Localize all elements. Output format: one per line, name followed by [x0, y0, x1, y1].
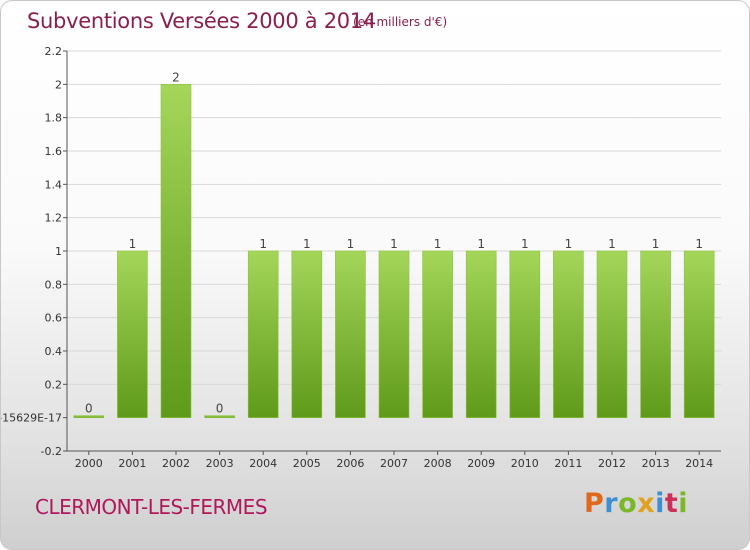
- y-tick-label: 1.6: [45, 145, 63, 158]
- chart-title: Subventions Versées 2000 à 2014: [27, 9, 376, 33]
- y-tick-label: 1.4: [45, 178, 63, 191]
- bar: [640, 250, 671, 418]
- logo-letter: i: [678, 488, 689, 519]
- bar: [683, 250, 715, 418]
- bar: [160, 84, 192, 418]
- proxiti-logo: Proxiti: [584, 488, 688, 519]
- data-label: 2: [172, 70, 180, 84]
- x-tick-label: 2001: [118, 457, 146, 470]
- data-label: 1: [347, 237, 355, 251]
- y-tick-label: 2: [55, 78, 62, 91]
- bar: [465, 250, 497, 418]
- commune-name: CLERMONT-LES-FERMES: [35, 495, 268, 519]
- y-tick-label: 0.2: [45, 378, 63, 391]
- logo-letter: o: [618, 488, 638, 519]
- logo-letter: t: [664, 488, 679, 519]
- y-tick-label: 2.2: [45, 45, 63, 58]
- bar: [291, 250, 323, 418]
- bar: [73, 415, 105, 418]
- data-label: 1: [259, 237, 267, 251]
- bar: [247, 250, 279, 418]
- bar: [553, 250, 584, 418]
- x-tick-label: 2009: [467, 457, 495, 470]
- x-tick-label: 2003: [206, 457, 234, 470]
- bar: [204, 415, 235, 418]
- chart-unit-note: (en milliers d'€): [353, 15, 448, 29]
- data-label: 1: [521, 237, 529, 251]
- x-tick-label: 2012: [598, 457, 626, 470]
- x-tick-label: 2005: [293, 457, 321, 470]
- data-label: 1: [390, 237, 398, 251]
- data-label: 0: [216, 402, 224, 416]
- x-tick-label: 2014: [685, 457, 713, 470]
- x-tick-label: 2006: [336, 457, 364, 470]
- y-tick-label: 1: [55, 245, 62, 258]
- y-tick-label: -15629E-17: [1, 412, 62, 425]
- data-label: 1: [303, 237, 311, 251]
- x-tick-label: 2013: [642, 457, 670, 470]
- logo-letter: x: [637, 488, 656, 519]
- bar: [117, 250, 148, 418]
- y-tick-label: 1.8: [45, 112, 63, 125]
- data-label: 1: [477, 237, 485, 251]
- data-label: 1: [129, 237, 137, 251]
- data-label: 1: [652, 237, 660, 251]
- y-tick-label: -0.2: [41, 445, 62, 458]
- x-tick-label: 2002: [162, 457, 190, 470]
- y-tick-label: 0.4: [45, 345, 63, 358]
- x-tick-label: 2011: [554, 457, 582, 470]
- data-label: 1: [565, 237, 573, 251]
- y-tick-label: 0.8: [45, 278, 63, 291]
- y-tick-label: 1.2: [45, 212, 63, 225]
- data-label: 1: [434, 237, 442, 251]
- x-tick-label: 2008: [424, 457, 452, 470]
- x-tick-label: 2004: [249, 457, 277, 470]
- logo-letter: r: [604, 488, 619, 519]
- logo-letter: P: [584, 488, 605, 519]
- data-label: 1: [608, 237, 616, 251]
- bar: [596, 250, 628, 418]
- data-label: 1: [695, 237, 703, 251]
- y-tick-label: 0.6: [45, 312, 63, 325]
- bar: [509, 250, 541, 418]
- bar: [335, 250, 366, 418]
- bar: [422, 250, 453, 418]
- logo-letter: i: [655, 488, 665, 519]
- data-label: 0: [85, 402, 93, 416]
- bar: [378, 250, 410, 418]
- x-tick-label: 2000: [75, 457, 103, 470]
- x-tick-label: 2010: [511, 457, 539, 470]
- x-tick-label: 2007: [380, 457, 408, 470]
